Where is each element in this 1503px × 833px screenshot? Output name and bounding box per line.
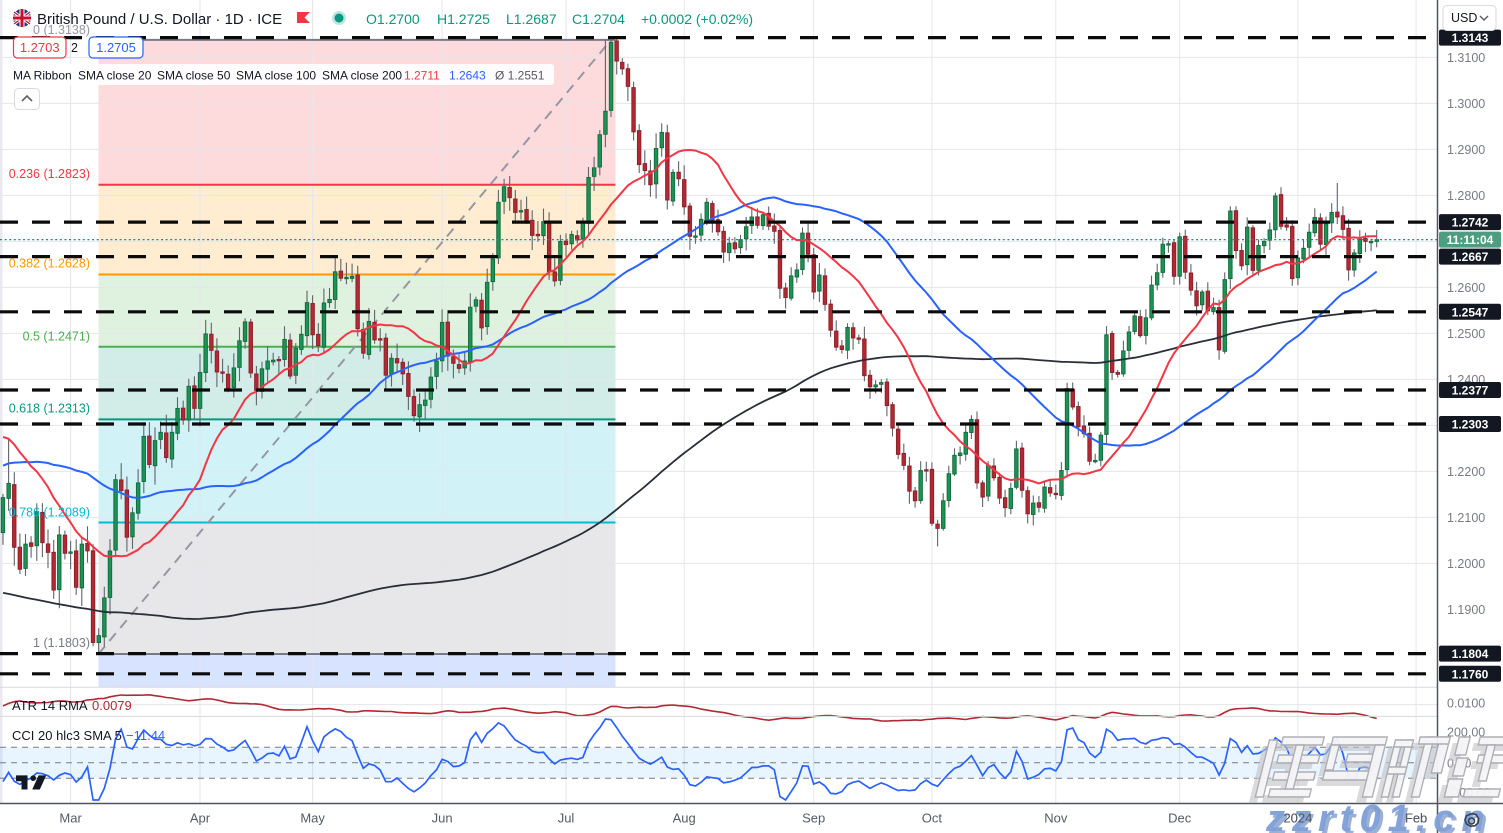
svg-text:2024: 2024 xyxy=(1283,811,1312,826)
svg-text:SMA close 50: SMA close 50 xyxy=(157,69,231,83)
svg-text:1.2711: 1.2711 xyxy=(404,69,440,83)
svg-text:Sep: Sep xyxy=(802,811,825,826)
svg-text:SMA close 200: SMA close 200 xyxy=(322,69,402,83)
svg-text:SMA close 100: SMA close 100 xyxy=(236,69,316,83)
svg-text:0.382 (1.2628): 0.382 (1.2628) xyxy=(9,257,90,271)
svg-text:Dec: Dec xyxy=(1168,811,1192,826)
svg-text:0.0100: 0.0100 xyxy=(1447,697,1485,711)
svg-text:1.2600: 1.2600 xyxy=(1447,281,1485,295)
svg-text:1.2500: 1.2500 xyxy=(1447,327,1485,341)
svg-text:1.2377: 1.2377 xyxy=(1452,384,1489,398)
svg-text:0.618 (1.2313): 0.618 (1.2313) xyxy=(9,401,90,415)
svg-text:Feb: Feb xyxy=(1405,811,1427,826)
svg-text:MA Ribbon: MA Ribbon xyxy=(13,69,72,83)
svg-text:0.5 (1.2471): 0.5 (1.2471) xyxy=(23,330,90,344)
svg-text:zzrt01.cn: zzrt01.cn xyxy=(1268,801,1495,833)
svg-text:Aug: Aug xyxy=(673,811,696,826)
svg-text:−11.44: −11.44 xyxy=(126,728,165,743)
svg-text:0.0079: 0.0079 xyxy=(92,698,132,713)
svg-text:Mar: Mar xyxy=(59,811,82,826)
svg-text:1.2703: 1.2703 xyxy=(20,40,60,55)
svg-text:1.2705: 1.2705 xyxy=(96,40,136,55)
svg-text:Feb: Feb xyxy=(1405,811,1427,826)
svg-text:1.2000: 1.2000 xyxy=(1447,557,1485,571)
svg-text:Jun: Jun xyxy=(432,811,453,826)
svg-text:1.2200: 1.2200 xyxy=(1447,465,1485,479)
svg-text:SMA close 20: SMA close 20 xyxy=(78,69,152,83)
svg-text:British Pound / U.S. Dollar ·: British Pound / U.S. Dollar · 1D · ICE xyxy=(37,11,282,28)
svg-text:Jul: Jul xyxy=(558,811,575,826)
svg-text:1.2303: 1.2303 xyxy=(1452,418,1489,432)
svg-text:1.3000: 1.3000 xyxy=(1447,97,1485,111)
svg-text:L1.2687: L1.2687 xyxy=(506,11,557,27)
svg-text:1.1760: 1.1760 xyxy=(1452,667,1489,681)
svg-text:2024: 2024 xyxy=(1283,811,1312,826)
svg-text:1 (1.1803): 1 (1.1803) xyxy=(33,636,90,650)
svg-text:0.786 (1.2089): 0.786 (1.2089) xyxy=(9,506,90,520)
svg-text:1.1900: 1.1900 xyxy=(1447,603,1485,617)
svg-text:1.2667: 1.2667 xyxy=(1452,250,1489,264)
svg-text:1.2800: 1.2800 xyxy=(1447,189,1485,203)
svg-text:May: May xyxy=(300,811,325,826)
svg-text:+0.0002 (+0.02%): +0.0002 (+0.02%) xyxy=(641,11,753,27)
svg-text:C1.2704: C1.2704 xyxy=(572,11,625,27)
svg-text:1.2900: 1.2900 xyxy=(1447,143,1485,157)
svg-text:0 (1.3138): 0 (1.3138) xyxy=(33,23,90,37)
svg-text:ATR 14 RMA: ATR 14 RMA xyxy=(12,698,88,713)
svg-text:Apr: Apr xyxy=(190,811,211,826)
svg-text:0.236 (1.2823): 0.236 (1.2823) xyxy=(9,167,90,181)
svg-text:11:11:04: 11:11:04 xyxy=(1447,233,1494,247)
svg-text:1.3100: 1.3100 xyxy=(1447,51,1485,65)
svg-text:Oct: Oct xyxy=(922,811,943,826)
svg-text:H1.2725: H1.2725 xyxy=(437,11,490,27)
svg-text:zzrt01.cn: zzrt01.cn xyxy=(1265,798,1492,833)
svg-text:1.2643: 1.2643 xyxy=(449,69,486,83)
svg-text:1.2100: 1.2100 xyxy=(1447,511,1485,525)
svg-text:1.3143: 1.3143 xyxy=(1452,31,1489,45)
svg-text:2: 2 xyxy=(71,41,78,55)
svg-text:CCI 20 hlc3 SMA 5: CCI 20 hlc3 SMA 5 xyxy=(12,728,122,743)
svg-text:Nov: Nov xyxy=(1044,811,1068,826)
svg-text:1.2547: 1.2547 xyxy=(1452,305,1489,319)
svg-text:USD: USD xyxy=(1451,11,1477,25)
svg-text:1.2742: 1.2742 xyxy=(1452,216,1489,230)
svg-text:Ø 1.2551: Ø 1.2551 xyxy=(495,69,545,83)
svg-text:O1.2700: O1.2700 xyxy=(366,11,420,27)
svg-text:200.00: 200.00 xyxy=(1447,725,1485,739)
svg-text:1.1804: 1.1804 xyxy=(1452,647,1489,661)
